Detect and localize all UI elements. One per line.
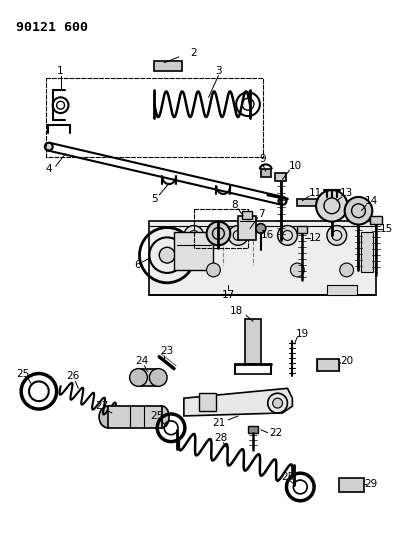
Text: 20: 20 xyxy=(340,356,353,366)
Circle shape xyxy=(340,263,353,277)
Text: 26: 26 xyxy=(66,372,79,382)
Text: 27: 27 xyxy=(95,401,109,411)
Text: 14: 14 xyxy=(365,196,378,206)
Ellipse shape xyxy=(99,406,117,428)
Bar xyxy=(339,478,364,492)
Circle shape xyxy=(206,263,220,277)
Ellipse shape xyxy=(155,406,169,428)
Bar xyxy=(242,211,252,219)
Text: 8: 8 xyxy=(231,200,238,210)
Text: 18: 18 xyxy=(230,306,243,317)
Circle shape xyxy=(345,197,372,224)
Circle shape xyxy=(159,247,175,263)
Bar xyxy=(327,285,357,295)
Bar xyxy=(297,225,307,233)
Circle shape xyxy=(273,398,282,408)
Polygon shape xyxy=(184,389,292,416)
Text: 29: 29 xyxy=(365,479,378,489)
Text: 3: 3 xyxy=(215,66,222,76)
Bar xyxy=(138,369,159,386)
Bar xyxy=(261,169,271,177)
Text: 5: 5 xyxy=(151,194,158,204)
Text: 90121 600: 90121 600 xyxy=(16,21,88,34)
Bar xyxy=(297,199,329,206)
Ellipse shape xyxy=(45,143,53,151)
Circle shape xyxy=(290,263,304,277)
Polygon shape xyxy=(149,221,376,295)
Bar xyxy=(199,393,216,411)
Bar xyxy=(245,319,261,364)
Text: 25: 25 xyxy=(281,472,294,482)
Bar xyxy=(361,232,373,272)
Text: 28: 28 xyxy=(214,433,227,442)
Ellipse shape xyxy=(279,197,286,205)
Text: 2: 2 xyxy=(190,48,197,58)
Circle shape xyxy=(130,369,147,386)
Text: 25: 25 xyxy=(151,411,164,421)
Text: 12: 12 xyxy=(309,233,322,244)
Bar xyxy=(317,359,339,370)
Text: 7: 7 xyxy=(258,209,265,219)
Bar xyxy=(275,173,286,181)
Text: 21: 21 xyxy=(212,418,225,428)
Circle shape xyxy=(316,190,348,222)
Text: 15: 15 xyxy=(379,223,393,233)
Bar xyxy=(154,61,182,71)
Circle shape xyxy=(327,225,347,245)
Text: 11: 11 xyxy=(309,188,322,198)
Text: 9: 9 xyxy=(260,155,266,165)
Circle shape xyxy=(228,225,248,245)
Bar xyxy=(238,216,256,240)
Text: 16: 16 xyxy=(261,230,274,240)
Text: 24: 24 xyxy=(135,356,148,366)
Circle shape xyxy=(184,225,204,245)
Text: 25: 25 xyxy=(17,368,30,378)
Circle shape xyxy=(149,369,167,386)
Text: 23: 23 xyxy=(160,346,174,356)
Text: 6: 6 xyxy=(134,260,141,270)
Circle shape xyxy=(278,225,297,245)
Circle shape xyxy=(256,223,266,233)
Circle shape xyxy=(206,222,230,245)
Text: 4: 4 xyxy=(45,164,52,174)
Text: 1: 1 xyxy=(57,66,64,76)
Text: 13: 13 xyxy=(340,188,353,198)
Bar xyxy=(370,216,382,223)
Bar xyxy=(108,406,162,428)
Bar xyxy=(248,426,258,433)
Bar xyxy=(174,232,214,270)
Text: 10: 10 xyxy=(289,161,302,172)
Text: 19: 19 xyxy=(296,329,309,339)
Text: 22: 22 xyxy=(269,427,282,438)
Text: 17: 17 xyxy=(222,289,235,300)
